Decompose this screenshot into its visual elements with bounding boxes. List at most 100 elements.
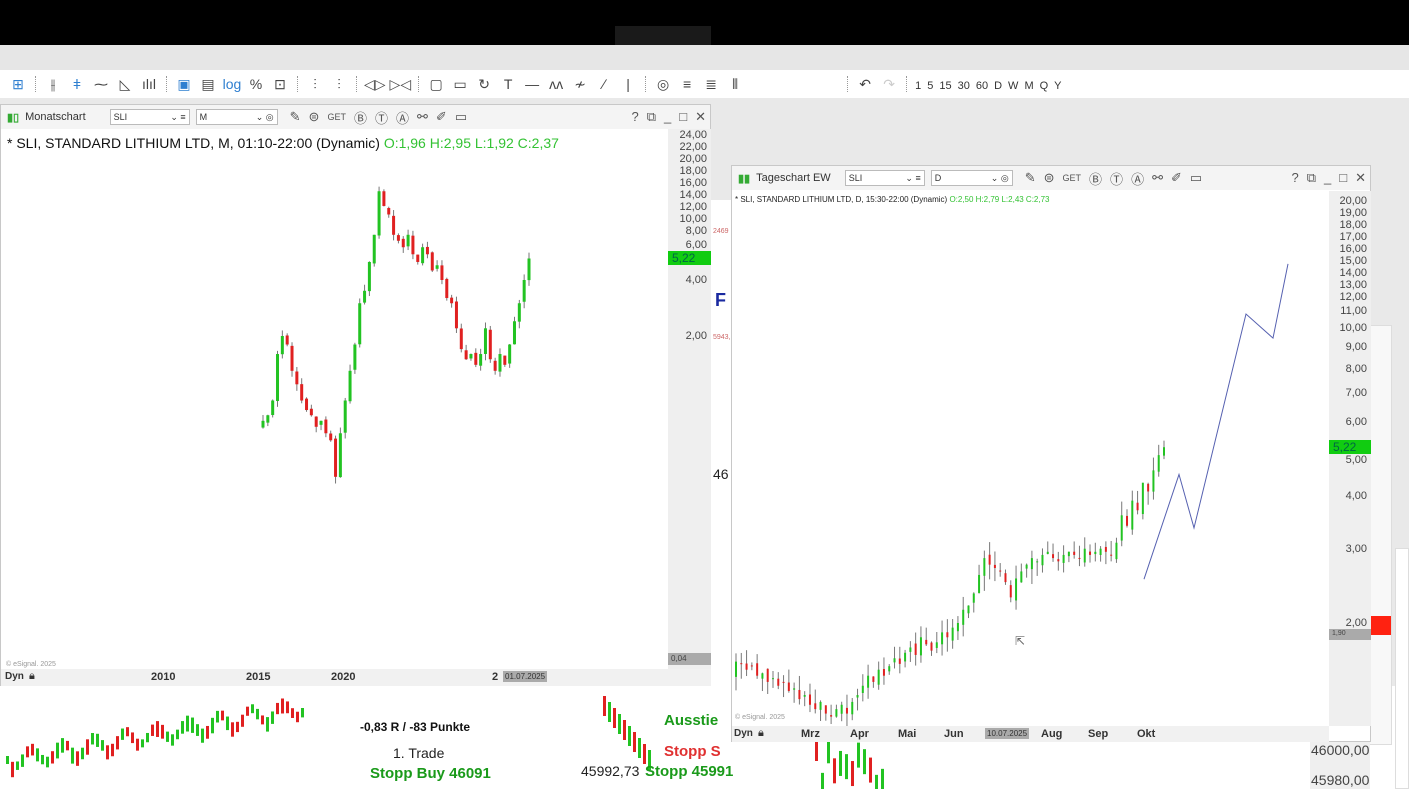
detach-icon[interactable]: ⧉: [1306, 170, 1316, 185]
candlestick-icon[interactable]: ǂ: [72, 76, 82, 92]
link-chain-icon[interactable]: ⚯: [417, 109, 428, 124]
text-tool-icon[interactable]: T: [503, 76, 513, 92]
candle: [508, 344, 512, 364]
elliott-wave-icon[interactable]: ʌʌ: [549, 76, 564, 92]
line-chart-icon[interactable]: ⁓: [94, 75, 108, 92]
horizontal-line-icon[interactable]: —: [525, 76, 540, 92]
study-icon[interactable]: ⊜: [1043, 170, 1055, 185]
help-icon[interactable]: ?: [631, 109, 639, 124]
background-candle: [276, 702, 279, 715]
refresh-icon[interactable]: ↻: [478, 75, 490, 92]
expand-bars-icon[interactable]: ⫶: [313, 75, 317, 92]
maximize-icon[interactable]: □: [679, 109, 688, 124]
note-icon[interactable]: ✐: [1170, 170, 1182, 185]
detach-icon[interactable]: ⧉: [646, 109, 656, 124]
monthly-candles[interactable]: [1, 129, 668, 669]
pencil-icon[interactable]: ✎: [1024, 170, 1036, 185]
lock-icon[interactable]: 🔒︎: [758, 727, 764, 739]
last-price-marker: 5,22: [668, 251, 711, 266]
help-icon[interactable]: ?: [1291, 170, 1299, 185]
buy-icon[interactable]: Ⓑ: [1089, 171, 1103, 187]
background-candle: [61, 738, 64, 753]
symbol-select[interactable]: SLI ⌄ ≡: [109, 109, 190, 125]
candle: [1030, 558, 1033, 570]
list-icon[interactable]: ≣: [705, 75, 717, 92]
background-candle: [821, 772, 824, 789]
minimize-icon[interactable]: _: [1324, 170, 1332, 185]
log-scale-icon[interactable]: log: [222, 76, 242, 92]
background-candle: [286, 701, 289, 714]
target-icon[interactable]: ◎: [656, 75, 670, 92]
study-icon[interactable]: ⊜: [308, 109, 320, 124]
undo-icon[interactable]: ↶: [859, 75, 871, 92]
chevron-down-icon: ⌄ ≡: [170, 111, 186, 122]
interval-M[interactable]: M: [1024, 80, 1034, 92]
get-icon[interactable]: GET: [1062, 173, 1082, 183]
scale-icon[interactable]: ▤: [201, 75, 215, 92]
reset-scale-icon[interactable]: ⊡: [274, 75, 286, 92]
interval-D[interactable]: D: [994, 80, 1003, 92]
time-axis[interactable]: Dyn 🔒︎ 01.07.2025 2010 2015 2020 2: [1, 669, 711, 686]
alert-icon[interactable]: Ⓐ: [1131, 171, 1145, 187]
interval-Q[interactable]: Q: [1039, 80, 1049, 92]
candle: [266, 415, 270, 423]
lock-icon[interactable]: 🔒︎: [29, 670, 35, 682]
chevron-down-icon: ⌄ ≡: [905, 172, 921, 183]
percent-icon[interactable]: %: [249, 76, 263, 92]
menu-lines-icon[interactable]: ≡: [683, 76, 692, 92]
alert-icon[interactable]: Ⓐ: [396, 110, 410, 126]
symbol-select[interactable]: SLI ⌄ ≡: [844, 170, 925, 186]
link-icon[interactable]: ▮▮: [738, 172, 751, 185]
trade-label: 1. Trade: [393, 745, 445, 761]
interval-W[interactable]: W: [1008, 80, 1019, 92]
buy-icon[interactable]: Ⓑ: [353, 110, 367, 126]
get-icon[interactable]: GET: [327, 112, 346, 122]
time-axis[interactable]: Dyn 🔒︎ 10.07.2025 Mrz Apr Mai Jun Aug Sep Okt: [732, 726, 1329, 742]
interval-select[interactable]: D ⌄ ◎: [930, 170, 1013, 186]
interval-30[interactable]: 30: [957, 80, 970, 92]
trendline-icon[interactable]: ∕: [602, 76, 606, 92]
window-titlebar[interactable]: ▮▯ Monatschart SLI ⌄ ≡ M ⌄ ◎ ✎ ⊜ GET Ⓑ Ⓣ Ⓐ ⚯ ✐ ▭ ?…: [1, 105, 710, 129]
pencil-icon[interactable]: ✎: [289, 109, 301, 124]
note-icon[interactable]: ✐: [435, 109, 447, 124]
trade-icon[interactable]: Ⓣ: [1110, 171, 1124, 187]
crosshair-icon[interactable]: ⊞: [12, 75, 24, 92]
volume-icon[interactable]: ılıl: [142, 76, 156, 92]
zigzag-icon[interactable]: ≁: [574, 75, 586, 92]
comment-icon[interactable]: ▭: [454, 109, 468, 124]
dyn-label: Dyn: [734, 728, 753, 739]
interval-Y[interactable]: Y: [1054, 80, 1062, 92]
close-icon[interactable]: ✕: [695, 109, 706, 124]
ohlc-bars-icon[interactable]: ⫲: [50, 75, 56, 92]
scroll-left-icon[interactable]: ◁▷: [364, 75, 386, 92]
interval-5[interactable]: 5: [927, 80, 934, 92]
area-chart-icon[interactable]: ◺: [119, 75, 131, 92]
copyright: © eSignal. 2025: [6, 661, 56, 668]
compress-bars-icon[interactable]: ⫶: [337, 75, 341, 92]
separator: [356, 76, 357, 92]
comment-icon[interactable]: ▭: [1189, 170, 1203, 185]
frame-icon[interactable]: ▢: [429, 75, 443, 92]
scroll-right-icon[interactable]: ▷◁: [389, 75, 412, 92]
interval-select[interactable]: M ⌄ ◎: [195, 109, 278, 125]
link-icon[interactable]: ▮▯: [7, 111, 20, 124]
background-candle: [26, 746, 29, 758]
auto-scale-icon[interactable]: ▣: [177, 75, 191, 92]
panel-icon[interactable]: ▭: [453, 75, 467, 92]
interval-15[interactable]: 15: [939, 80, 952, 92]
redo-icon[interactable]: ↷: [883, 75, 895, 92]
trade-icon[interactable]: Ⓣ: [374, 110, 388, 126]
daily-candles[interactable]: [732, 191, 1329, 726]
price-axis[interactable]: 5,22 1,90 20,00 19,00 18,00 17,00 16,00 15,00 14…: [1329, 191, 1371, 726]
interval-60[interactable]: 60: [975, 80, 989, 92]
interval-1[interactable]: 1: [915, 80, 922, 92]
window-titlebar[interactable]: ▮▮ Tageschart EW SLI ⌄ ≡ D ⌄ ◎ ✎ ⊜ GET Ⓑ Ⓣ Ⓐ ⚯ ✐ ▭…: [732, 166, 1370, 190]
maximize-icon[interactable]: □: [1339, 170, 1348, 185]
columns-icon[interactable]: ⦀: [732, 75, 739, 92]
vertical-line-icon[interactable]: |: [626, 76, 630, 92]
price-axis[interactable]: 5,22 0,04 24,00 22,00 20,00 18,00 16,00 14,00 12…: [668, 129, 711, 669]
minimize-icon[interactable]: _: [664, 109, 672, 124]
background-candle: [146, 732, 149, 743]
close-icon[interactable]: ✕: [1355, 170, 1366, 185]
link-chain-icon[interactable]: ⚯: [1152, 170, 1163, 185]
